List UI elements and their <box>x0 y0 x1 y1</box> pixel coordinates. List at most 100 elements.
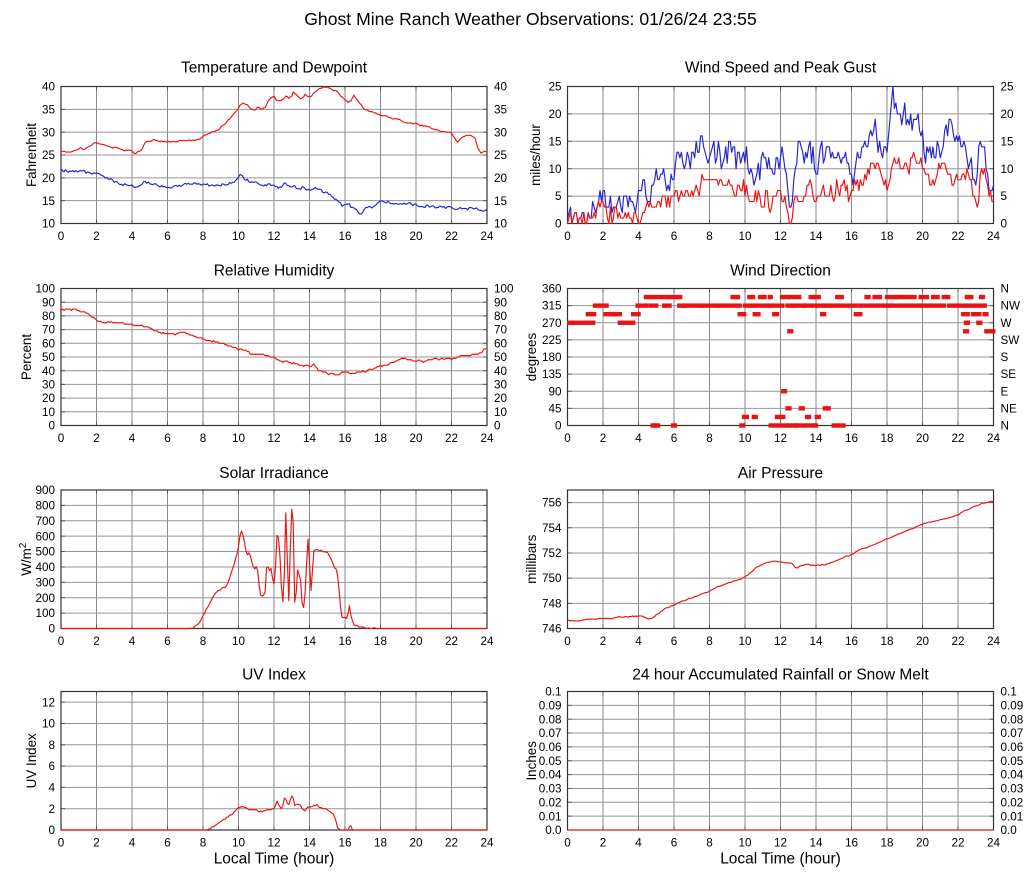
svg-text:0.09: 0.09 <box>1001 699 1024 712</box>
svg-text:8: 8 <box>200 230 207 243</box>
svg-text:10: 10 <box>494 406 508 419</box>
svg-text:14: 14 <box>303 836 317 849</box>
svg-text:24: 24 <box>987 836 1001 849</box>
svg-text:18: 18 <box>880 230 893 243</box>
svg-text:12: 12 <box>774 635 787 648</box>
svg-text:4: 4 <box>129 635 136 648</box>
svg-text:14: 14 <box>303 635 317 648</box>
svg-text:30: 30 <box>42 379 56 392</box>
svg-text:225: 225 <box>542 334 562 347</box>
svg-text:8: 8 <box>706 635 713 648</box>
svg-text:10: 10 <box>738 230 752 243</box>
svg-text:16: 16 <box>845 432 858 445</box>
svg-text:0.08: 0.08 <box>539 713 562 726</box>
svg-text:0: 0 <box>564 230 571 243</box>
svg-text:10: 10 <box>232 230 246 243</box>
svg-text:15: 15 <box>1001 135 1015 148</box>
svg-text:10: 10 <box>738 836 752 849</box>
svg-text:24: 24 <box>480 836 494 849</box>
svg-text:60: 60 <box>42 337 56 350</box>
svg-text:45: 45 <box>548 402 562 415</box>
svg-text:0: 0 <box>564 836 571 849</box>
svg-text:2: 2 <box>600 836 607 849</box>
svg-text:5: 5 <box>1001 190 1008 203</box>
svg-text:30: 30 <box>494 126 508 139</box>
svg-text:24: 24 <box>987 635 1001 648</box>
svg-text:0.07: 0.07 <box>539 727 562 740</box>
svg-text:14: 14 <box>303 230 317 243</box>
svg-text:8: 8 <box>200 836 207 849</box>
svg-text:0.04: 0.04 <box>539 769 562 782</box>
svg-text:25: 25 <box>494 149 508 162</box>
svg-text:0.0: 0.0 <box>1001 824 1018 837</box>
svg-text:Solar Irradiance: Solar Irradiance <box>219 465 328 482</box>
svg-text:24: 24 <box>987 432 1001 445</box>
svg-text:18: 18 <box>880 836 893 849</box>
svg-text:miles/hour: miles/hour <box>528 124 543 186</box>
svg-text:40: 40 <box>42 365 56 378</box>
svg-text:10: 10 <box>494 218 508 231</box>
svg-text:UV Index: UV Index <box>24 733 39 788</box>
svg-text:6: 6 <box>671 836 678 849</box>
svg-text:746: 746 <box>542 623 562 636</box>
svg-text:0.06: 0.06 <box>1001 741 1024 754</box>
svg-text:12: 12 <box>774 836 787 849</box>
svg-text:0: 0 <box>48 420 55 433</box>
svg-text:22: 22 <box>445 836 458 849</box>
svg-text:22: 22 <box>445 230 458 243</box>
svg-text:Wind Speed and Peak Gust: Wind Speed and Peak Gust <box>685 59 877 76</box>
svg-text:Local Time (hour): Local Time (hour) <box>214 851 335 868</box>
svg-text:18: 18 <box>880 432 893 445</box>
svg-text:2: 2 <box>93 230 100 243</box>
svg-text:2: 2 <box>48 803 55 816</box>
svg-text:10: 10 <box>42 218 56 231</box>
svg-text:0: 0 <box>58 836 65 849</box>
svg-text:12: 12 <box>267 836 280 849</box>
svg-text:4: 4 <box>635 230 642 243</box>
svg-text:12: 12 <box>267 230 280 243</box>
svg-text:24: 24 <box>987 230 1001 243</box>
svg-text:200: 200 <box>35 592 55 605</box>
svg-text:4: 4 <box>48 781 55 794</box>
svg-text:800: 800 <box>35 499 55 512</box>
svg-text:20: 20 <box>494 392 508 405</box>
svg-text:10: 10 <box>548 163 562 176</box>
svg-text:20: 20 <box>916 836 930 849</box>
svg-text:4: 4 <box>635 836 642 849</box>
svg-text:10: 10 <box>738 635 752 648</box>
svg-text:6: 6 <box>671 635 678 648</box>
svg-text:0: 0 <box>564 432 571 445</box>
svg-text:0.07: 0.07 <box>1001 727 1024 740</box>
svg-text:10: 10 <box>232 432 246 445</box>
svg-text:20: 20 <box>409 836 423 849</box>
svg-text:4: 4 <box>129 432 136 445</box>
svg-text:16: 16 <box>845 635 858 648</box>
svg-text:Wind Direction: Wind Direction <box>730 262 831 279</box>
svg-text:0: 0 <box>58 432 65 445</box>
svg-text:60: 60 <box>494 337 508 350</box>
svg-text:25: 25 <box>1001 81 1015 94</box>
svg-text:16: 16 <box>338 836 351 849</box>
svg-text:756: 756 <box>542 497 562 510</box>
svg-text:25: 25 <box>42 149 56 162</box>
svg-text:24: 24 <box>480 432 494 445</box>
svg-text:6: 6 <box>671 230 678 243</box>
svg-text:0.0: 0.0 <box>545 824 562 837</box>
svg-text:4: 4 <box>129 230 136 243</box>
svg-text:12: 12 <box>267 635 280 648</box>
svg-text:180: 180 <box>542 351 562 364</box>
svg-text:E: E <box>1001 385 1009 398</box>
svg-text:4: 4 <box>129 836 136 849</box>
svg-text:50: 50 <box>494 351 508 364</box>
svg-text:24: 24 <box>480 230 494 243</box>
svg-text:100: 100 <box>35 283 55 296</box>
svg-text:Inches: Inches <box>524 741 539 781</box>
svg-text:25: 25 <box>548 81 562 94</box>
svg-text:40: 40 <box>42 81 56 94</box>
svg-text:0.08: 0.08 <box>1001 713 1024 726</box>
svg-text:12: 12 <box>267 432 280 445</box>
svg-text:S: S <box>1001 351 1009 364</box>
svg-text:SW: SW <box>1001 334 1020 347</box>
svg-text:2: 2 <box>93 635 100 648</box>
svg-text:10: 10 <box>232 836 246 849</box>
